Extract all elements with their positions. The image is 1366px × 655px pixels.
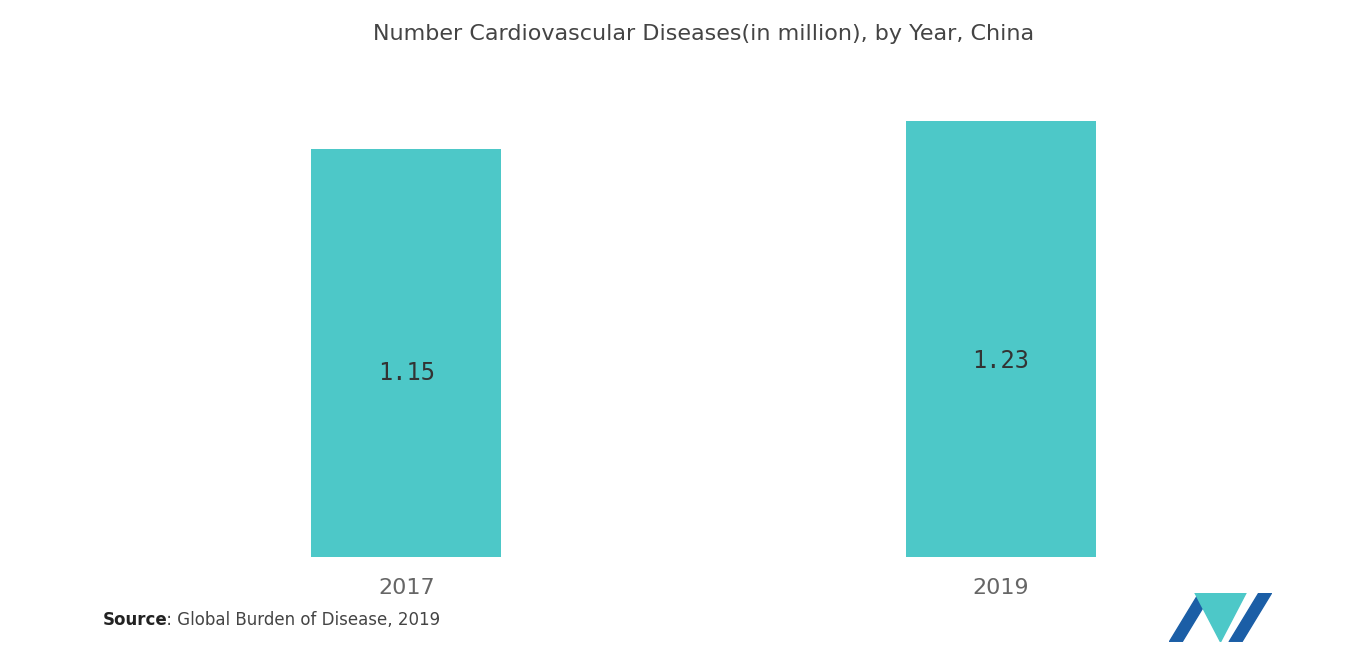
Polygon shape [1169, 593, 1212, 642]
Title: Number Cardiovascular Diseases(in million), by Year, China: Number Cardiovascular Diseases(in millio… [373, 24, 1034, 44]
Polygon shape [1229, 593, 1272, 642]
Text: 1.15: 1.15 [378, 362, 434, 385]
Text: : Global Burden of Disease, 2019: : Global Burden of Disease, 2019 [161, 611, 440, 629]
Bar [311, 149, 501, 557]
Bar [906, 121, 1096, 557]
Text: 1.23: 1.23 [973, 348, 1029, 373]
Text: Source: Source [102, 611, 167, 629]
Polygon shape [1195, 593, 1246, 642]
